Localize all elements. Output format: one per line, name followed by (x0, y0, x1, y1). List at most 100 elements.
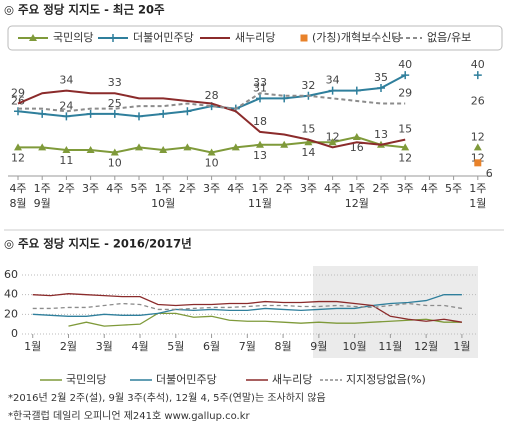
value-label: 13 (253, 149, 267, 162)
value-label: 32 (301, 79, 315, 92)
value-label: 15 (301, 123, 315, 136)
marker (159, 145, 168, 153)
marker (14, 107, 22, 116)
marker (135, 112, 143, 121)
marker (207, 148, 216, 156)
marker (38, 109, 47, 118)
marker (401, 71, 410, 80)
value-label: 35 (374, 71, 388, 84)
line (32, 302, 463, 311)
line (32, 294, 462, 317)
x-tick-label: 9월 (310, 340, 327, 353)
value-label: 24 (59, 99, 73, 112)
marker (473, 71, 482, 80)
x-tick-label: 6월 (203, 340, 220, 353)
marker (183, 143, 192, 151)
marker (14, 143, 22, 151)
value-label: 11 (59, 154, 73, 167)
x-tick-label: 2주 (179, 182, 196, 195)
footnote: *2016년 2월 2주(설), 9월 3주(추석), 12월 4, 5주(연말… (8, 391, 326, 404)
x-tick-label: 5월 (167, 340, 184, 353)
marker (304, 138, 313, 146)
marker (328, 138, 337, 146)
legend-label: 없음/유보 (427, 31, 471, 44)
marker (110, 109, 119, 118)
marker (280, 140, 289, 148)
legend-label: 더불어민주당 (156, 373, 217, 386)
legend-label: 새누리당 (235, 31, 275, 44)
y-tick-label: 20 (4, 307, 18, 320)
x-tick-label: 3주 (203, 182, 220, 195)
value-label: 13 (374, 128, 388, 141)
value-label: 16 (350, 141, 364, 154)
value-label: 29 (11, 87, 25, 100)
x-tick-label: 5주 (130, 182, 147, 195)
x-tick-label: 3주 (300, 182, 317, 195)
x-tick-label: 1주 (251, 182, 268, 195)
x-tick-label: 2월 (60, 340, 77, 353)
marker (377, 84, 385, 93)
chart-title: ◎ 주요 정당 지지도 - 최근 20주 (4, 3, 165, 17)
marker (38, 143, 47, 151)
highlight-region (313, 266, 478, 358)
value-label: 12 (471, 130, 485, 143)
x-tick-label: 3월 (96, 340, 113, 353)
x-tick-label: 4주 (227, 182, 244, 195)
x-tick-label: 11월 (378, 340, 402, 353)
y-tick-label: 40 (4, 288, 18, 301)
x-tick-label: 1주 (469, 182, 486, 195)
x-month-label: 9월 (34, 197, 51, 210)
legend-label: 지지정당없음(%) (346, 373, 426, 386)
x-tick-label: 2주 (58, 182, 75, 195)
x-month-label: 8월 (9, 197, 26, 210)
footnote: *한국갤럽 데일리 오피니언 제241호 www.gallup.co.kr (8, 410, 251, 422)
value-label: 12 (326, 130, 340, 143)
marker (183, 107, 192, 116)
value-label: 15 (398, 123, 412, 136)
marker (231, 143, 240, 151)
x-tick-label: 4주 (9, 182, 26, 195)
y-tick-label: 60 (4, 268, 18, 281)
value-label: 40 (398, 58, 412, 71)
x-tick-label: 4주 (106, 182, 123, 195)
value-label: 40 (471, 58, 485, 71)
value-label: 14 (301, 146, 315, 159)
value-label: 29 (398, 87, 412, 100)
x-month-label: 10월 (151, 197, 175, 210)
legend-label: 국민의당 (53, 31, 93, 44)
x-tick-label: 3주 (397, 182, 414, 195)
value-label: 34 (59, 74, 73, 87)
x-tick-label: 2주 (276, 182, 293, 195)
chart-title: ◎ 주요 정당 지지도 - 2016/2017년 (4, 237, 192, 251)
x-tick-label: 1주 (155, 182, 172, 195)
marker (86, 109, 95, 118)
marker (352, 86, 361, 95)
legend-label: (가칭)개혁보수신당 (312, 31, 402, 44)
value-label: 10 (108, 157, 122, 170)
x-tick-label: 10월 (343, 340, 367, 353)
marker (110, 148, 119, 156)
marker (300, 34, 308, 42)
y-tick-label: 0 (11, 327, 18, 340)
x-month-label: 11월 (248, 197, 272, 210)
marker (159, 109, 168, 118)
value-label: 33 (108, 76, 122, 89)
x-tick-label: 1주 (34, 182, 51, 195)
x-tick-label: 12월 (414, 340, 438, 353)
line (68, 312, 462, 327)
x-tick-label: 4주 (324, 182, 341, 195)
x-tick-label: 7월 (239, 340, 256, 353)
x-tick-label: 1주 (348, 182, 365, 195)
value-label: 34 (326, 74, 340, 87)
value-label: 28 (205, 89, 219, 102)
value-label: 33 (253, 76, 267, 89)
x-tick-label: 5주 (445, 182, 462, 195)
x-tick-label: 2주 (372, 182, 389, 195)
marker (280, 94, 289, 103)
legend-label: 국민의당 (66, 373, 106, 386)
legend-label: 더불어민주당 (133, 31, 194, 44)
marker (109, 34, 117, 42)
value-label: 26 (471, 94, 485, 107)
value-label: 18 (253, 115, 267, 128)
